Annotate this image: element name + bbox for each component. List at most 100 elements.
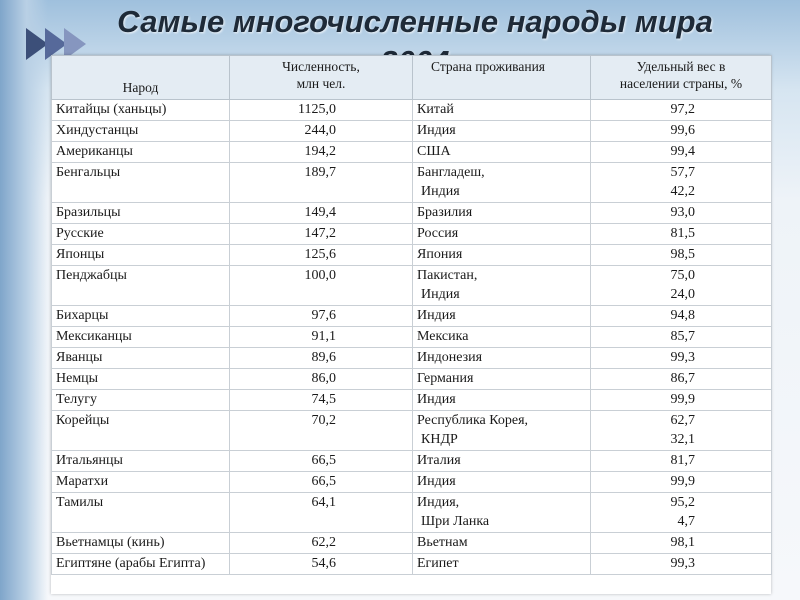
cell-share-line1: 75,0 [670, 268, 696, 283]
cell-country-line1: Республика Корея, [417, 413, 529, 428]
table-row: Яванцы 89,6 Индонезия 99,3 [51, 347, 772, 369]
cell-population: 244,0 [229, 120, 413, 142]
table-row: Телугу 74,5 Индия 99,9 [51, 389, 772, 411]
cell-share: 99,9 [590, 389, 772, 411]
cell-country: Бангладеш, Индия [412, 162, 591, 203]
table-header-row: Народ Численность, млн чел. Страна прожи… [51, 55, 772, 100]
cell-population: 100,0 [229, 265, 413, 306]
cell-population: 70,2 [229, 410, 413, 451]
cell-country-line1: Россия [417, 226, 459, 241]
cell-share-line1: 95,2 [670, 495, 696, 510]
header-population: Численность, млн чел. [229, 55, 413, 100]
cell-people: Бенгальцы [51, 162, 230, 203]
cell-share-line1: 86,7 [670, 371, 696, 386]
cell-share: 98,1 [590, 532, 772, 554]
cell-country-line2: Индия [421, 184, 460, 199]
cell-country-line1: Индия [417, 308, 456, 323]
cell-share-line1: 99,6 [670, 123, 696, 138]
cell-country-line1: Индия [417, 123, 456, 138]
cell-population: 66,5 [229, 450, 413, 472]
cell-share-line1: 99,4 [670, 144, 696, 159]
cell-people: Японцы [51, 244, 230, 266]
cell-share-line1: 62,7 [670, 413, 696, 428]
table-row: Итальянцы 66,5 Италия 81,7 [51, 450, 772, 472]
table-row: Бихарцы 97,6 Индия 94,8 [51, 305, 772, 327]
cell-country: Индия [412, 305, 591, 327]
cell-people: Телугу [51, 389, 230, 411]
population-table-container: Народ Численность, млн чел. Страна прожи… [51, 55, 772, 594]
slide-title-line2: – 2004 – [50, 42, 780, 57]
header-population-line1: Численность, [282, 59, 360, 74]
cell-country-line1: США [417, 144, 451, 159]
cell-country-line2: Индия [421, 287, 460, 302]
cell-share: 57,7 42,2 [590, 162, 772, 203]
cell-country: Индия [412, 471, 591, 493]
cell-share-line2: 32,1 [670, 432, 696, 447]
cell-population: 1125,0 [229, 99, 413, 121]
cell-share: 81,7 [590, 450, 772, 472]
cell-country-line1: Индия [417, 392, 456, 407]
side-decoration [0, 0, 48, 600]
cell-share: 99,9 [590, 471, 772, 493]
cell-country: Вьетнам [412, 532, 591, 554]
cell-people: Хиндустанцы [51, 120, 230, 142]
cell-share-line1: 81,5 [670, 226, 696, 241]
cell-country: Египет [412, 553, 591, 575]
cell-country-line1: Мексика [417, 329, 469, 344]
cell-population: 149,4 [229, 202, 413, 224]
table-body: Китайцы (ханьцы) 1125,0 Китай 97,2 Хиндустан… [51, 99, 772, 575]
cell-population: 62,2 [229, 532, 413, 554]
cell-share-line2: 4,7 [677, 514, 696, 529]
cell-share: 98,5 [590, 244, 772, 266]
table-row: Вьетнамцы (кинь) 62,2 Вьетнам 98,1 [51, 532, 772, 554]
cell-country-line1: Вьетнам [417, 535, 468, 550]
arrow-icon [64, 28, 86, 60]
cell-share-line1: 99,9 [670, 392, 696, 407]
table-row: Пенджабцы 100,0 Пакистан, Индия 75,0 24,0 [51, 265, 772, 306]
table-row: Бразильцы 149,4 Бразилия 93,0 [51, 202, 772, 224]
cell-country-line1: Индия, [417, 495, 460, 510]
cell-country-line1: Китай [417, 102, 454, 117]
cell-country: Индия [412, 389, 591, 411]
cell-country: Россия [412, 223, 591, 245]
cell-population: 74,5 [229, 389, 413, 411]
cell-country-line1: Бангладеш, [417, 165, 485, 180]
table-row: Русские 147,2 Россия 81,5 [51, 223, 772, 245]
cell-share: 81,5 [590, 223, 772, 245]
cell-country-line2: Шри Ланка [421, 514, 490, 529]
cell-country: Япония [412, 244, 591, 266]
cell-people: Вьетнамцы (кинь) [51, 532, 230, 554]
cell-country: Китай [412, 99, 591, 121]
cell-country: Республика Корея, КНДР [412, 410, 591, 451]
cell-population: 64,1 [229, 492, 413, 533]
table-row: Американцы 194,2 США 99,4 [51, 141, 772, 163]
cell-population: 125,6 [229, 244, 413, 266]
cell-country-line1: Пакистан, [417, 268, 478, 283]
cell-people: Корейцы [51, 410, 230, 451]
cell-share: 94,8 [590, 305, 772, 327]
table-row: Корейцы 70,2 Республика Корея, КНДР 62,7 32,1 [51, 410, 772, 451]
cell-population: 86,0 [229, 368, 413, 390]
cell-population: 66,5 [229, 471, 413, 493]
cell-share: 99,4 [590, 141, 772, 163]
cell-people: Яванцы [51, 347, 230, 369]
cell-country-line1: Италия [417, 453, 461, 468]
population-table: Народ Численность, млн чел. Страна прожи… [51, 55, 772, 575]
cell-country-line1: Индия [417, 474, 456, 489]
cell-country-line1: Египет [417, 556, 459, 571]
slide-title-line1: Самые многочисленные народы мира [117, 4, 713, 39]
cell-country-line1: Индонезия [417, 350, 483, 365]
cell-people: Египтяне (арабы Египта) [51, 553, 230, 575]
table-row: Мексиканцы 91,1 Мексика 85,7 [51, 326, 772, 348]
cell-share: 95,2 4,7 [590, 492, 772, 533]
cell-share-line1: 98,5 [670, 247, 696, 262]
cell-country-line1: Германия [417, 371, 474, 386]
header-share-line1: Удельный вес в [636, 59, 726, 74]
cell-share: 97,2 [590, 99, 772, 121]
cell-share-line2: 24,0 [670, 287, 696, 302]
cell-country: Индонезия [412, 347, 591, 369]
cell-share: 99,3 [590, 347, 772, 369]
cell-people: Бразильцы [51, 202, 230, 224]
table-row: Тамилы 64,1 Индия, Шри Ланка 95,2 4,7 [51, 492, 772, 533]
table-row: Немцы 86,0 Германия 86,7 [51, 368, 772, 390]
